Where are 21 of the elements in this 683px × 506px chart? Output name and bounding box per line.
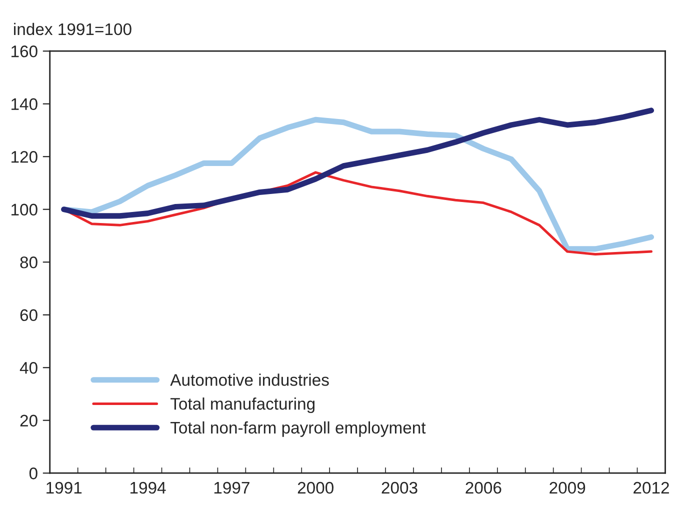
y-tick-label: 20 bbox=[20, 414, 38, 427]
y-tick-label: 140 bbox=[12, 98, 38, 110]
y-axis-title: index 1991=100 bbox=[14, 22, 132, 36]
y-tick-label: 120 bbox=[12, 151, 38, 163]
y-tick-label: 60 bbox=[20, 309, 38, 322]
x-tick-label: 2006 bbox=[466, 482, 502, 494]
y-tick-label: 100 bbox=[12, 204, 38, 216]
y-tick-label: 80 bbox=[20, 256, 38, 268]
legend-label: Total manufacturing bbox=[170, 397, 314, 414]
x-tick-label: 2012 bbox=[634, 482, 669, 494]
y-tick-label: 0 bbox=[29, 468, 38, 480]
x-tick-label: 2009 bbox=[550, 482, 586, 494]
legend-label: Total non-farm payroll employment bbox=[170, 421, 426, 437]
legend-label: Automotive industries bbox=[170, 374, 329, 386]
y-tick-label: 40 bbox=[20, 362, 38, 374]
x-tick-label: 2003 bbox=[382, 482, 418, 494]
x-tick-label: 2000 bbox=[298, 482, 334, 494]
x-tick-label: 1997 bbox=[214, 482, 250, 494]
x-tick-label: 1994 bbox=[130, 482, 166, 494]
x-tick-label: 1991 bbox=[46, 482, 82, 494]
y-tick-label: 160 bbox=[12, 46, 38, 58]
